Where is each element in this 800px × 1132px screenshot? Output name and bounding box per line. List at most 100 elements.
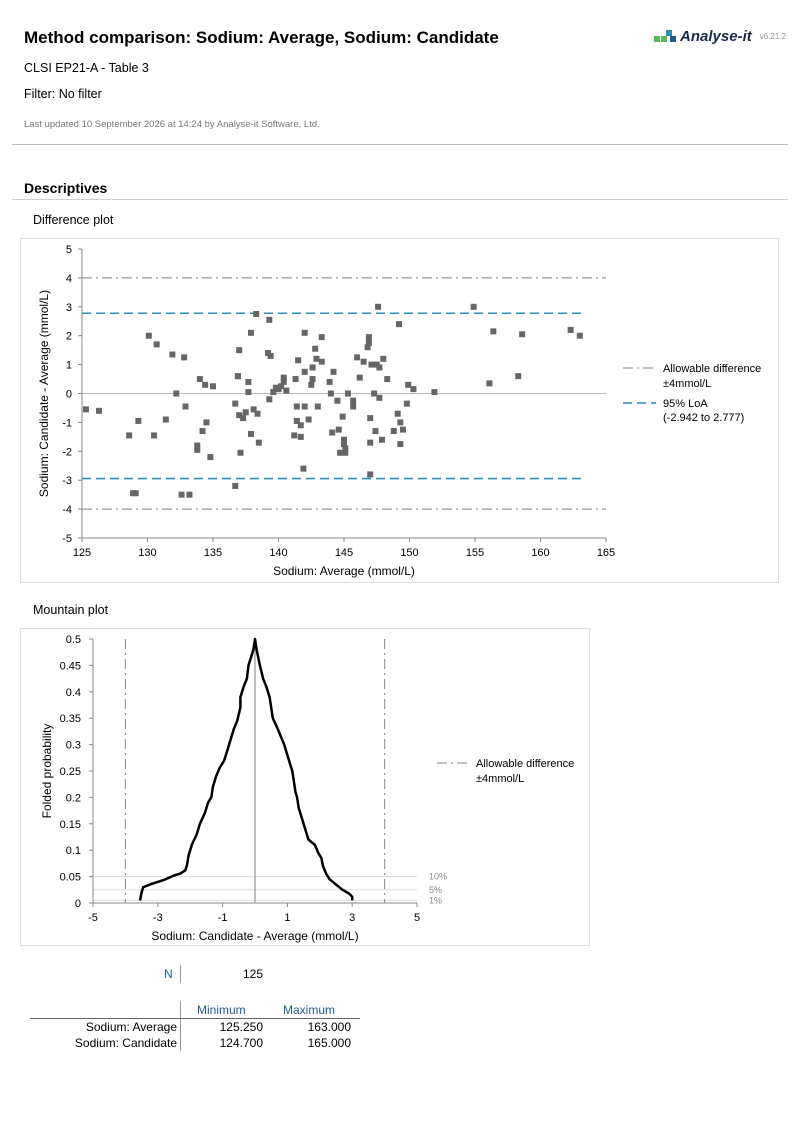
data-point (368, 361, 375, 368)
data-point (196, 376, 203, 383)
data-point (300, 465, 307, 472)
report-subtitle: CLSI EP21-A - Table 3 (24, 61, 149, 75)
difference-plot-title: Difference plot (33, 213, 114, 227)
data-point (344, 390, 351, 397)
analyse-it-logo: Analyse-it v6.21.2 (654, 28, 786, 45)
y-tick-label: -2 (62, 446, 72, 458)
data-point (356, 374, 363, 381)
x-tick-label: 5 (414, 912, 420, 924)
row-label: Sodium: Candidate (74, 1036, 177, 1050)
data-point (309, 364, 316, 371)
data-point (519, 331, 526, 338)
data-point (162, 416, 169, 423)
mountain-curve (138, 637, 354, 901)
data-point (151, 432, 158, 439)
data-point (380, 355, 387, 362)
data-point (153, 341, 160, 348)
row-maximum: 163.000 (307, 1020, 351, 1034)
row-minimum: 125.250 (219, 1020, 263, 1034)
y-tick-label: 1 (66, 360, 72, 372)
logo-text: Analyse-it (680, 28, 752, 45)
data-point (232, 400, 239, 407)
data-point (308, 381, 315, 388)
n-value: 125 (243, 967, 264, 981)
y-axis-label: Sodium: Candidate - Average (mmol/L) (37, 290, 51, 497)
data-point (182, 403, 189, 410)
data-point (399, 426, 406, 433)
data-point (318, 358, 325, 365)
section-divider (12, 199, 788, 200)
y-tick-label: 5 (66, 244, 72, 256)
data-point (490, 328, 497, 335)
mountain-plot: 10% 5%1% 0 0.05 0.1 0.15 0.2 0.25 0.3 0.35 0.4 0.45… (40, 634, 574, 943)
data-point (330, 368, 337, 375)
data-point (270, 389, 277, 396)
y-tick-label: 0.15 (60, 819, 81, 831)
legend-allowable-value: ±4mmol/L (663, 378, 711, 390)
data-point (292, 376, 299, 383)
data-point (207, 454, 214, 461)
data-point (396, 321, 403, 328)
data-point (309, 376, 316, 383)
y-tick-label: 0.4 (66, 687, 81, 699)
data-point (372, 428, 379, 435)
report-title: Method comparison: Sodium: Average, Sodi… (24, 28, 499, 47)
data-point (334, 397, 341, 404)
data-point (327, 390, 334, 397)
x-tick-label: 1 (284, 912, 290, 924)
data-point (384, 376, 391, 383)
data-point (301, 368, 308, 375)
data-point (135, 417, 142, 424)
data-point (178, 491, 185, 498)
x-tick-label: -3 (153, 912, 163, 924)
data-point (337, 449, 344, 456)
data-point (342, 445, 349, 452)
data-point (266, 396, 273, 403)
data-point (297, 422, 304, 429)
data-point (194, 442, 201, 449)
percentile-label: 10% (429, 872, 447, 882)
col-header-minimum: Minimum (197, 1003, 246, 1017)
data-point (253, 311, 260, 318)
y-tick-label: 0.2 (66, 792, 81, 804)
data-point (186, 491, 193, 498)
data-point (405, 381, 412, 388)
x-tick-label: 150 (400, 547, 418, 559)
data-point (173, 390, 180, 397)
y-tick-label: -4 (62, 504, 72, 516)
data-point (169, 351, 176, 358)
legend-loa-label: 95% LoA (663, 398, 708, 410)
data-point (376, 364, 383, 371)
data-point (314, 403, 321, 410)
data-point (242, 409, 249, 416)
y-tick-label: 0 (75, 898, 81, 910)
data-point (410, 386, 417, 393)
y-tick-label: 0.05 (60, 872, 81, 884)
y-tick-label: -3 (62, 475, 72, 487)
data-point (312, 345, 319, 352)
y-tick-label: 3 (66, 302, 72, 314)
table-divider (180, 1001, 181, 1051)
data-point (350, 397, 357, 404)
data-point (329, 429, 336, 436)
legend-allowable-label: Allowable difference (476, 758, 574, 770)
data-point (280, 378, 287, 385)
data-point (247, 329, 254, 336)
table-header-rule (30, 1018, 360, 1019)
data-point (376, 394, 383, 401)
data-point (365, 334, 372, 341)
data-point (254, 410, 261, 417)
y-tick-label: 4 (66, 273, 72, 285)
data-point (295, 357, 302, 364)
x-tick-label: -1 (218, 912, 228, 924)
data-point (375, 303, 382, 310)
data-point (96, 407, 103, 414)
data-point (126, 432, 133, 439)
data-point (339, 413, 346, 420)
legend-allowable-value: ±4mmol/L (476, 773, 524, 785)
x-tick-label: 165 (597, 547, 615, 559)
difference-plot: -5 -4 -3 -2 -1 0 1 2 3 4 5 125 130 135 140 145 150 155 160… (37, 244, 761, 578)
y-axis-label: Folded probability (40, 724, 54, 819)
data-point (360, 358, 367, 365)
data-point (293, 403, 300, 410)
